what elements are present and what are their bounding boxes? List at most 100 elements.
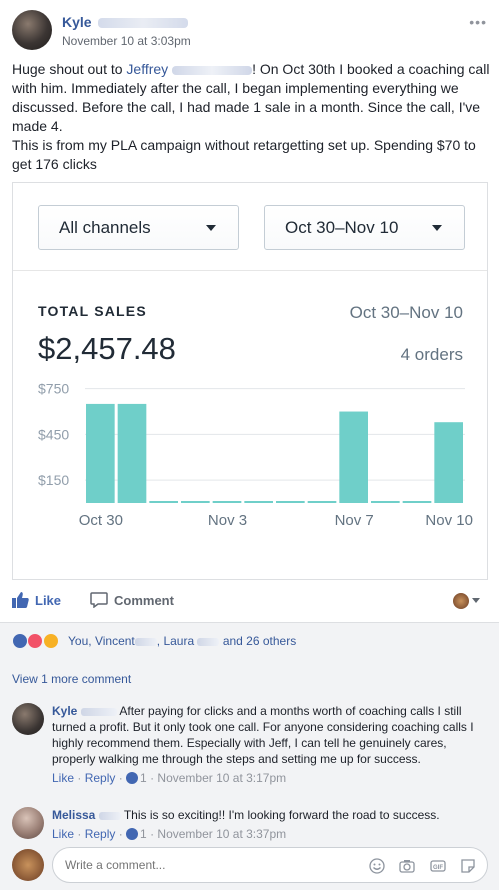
comment-text: After paying for clicks and a months wor… (52, 704, 474, 766)
thumbs-up-icon (12, 592, 29, 608)
redacted-name (134, 637, 157, 646)
comment-item: Kyle After paying for clicks and a month… (12, 703, 490, 803)
view-more-comments-link[interactable]: View 1 more comment (12, 672, 132, 686)
comment-input[interactable] (52, 847, 488, 883)
post-header: Kyle November 10 at 3:03pm ••• (12, 10, 487, 54)
x-tick-label: Nov 10 (425, 512, 473, 529)
x-tick-label: Nov 7 (335, 512, 374, 529)
post-timestamp[interactable]: November 10 at 3:03pm (62, 34, 191, 48)
redacted-name (97, 18, 188, 29)
comment-body: Kyle After paying for clicks and a month… (52, 703, 492, 786)
svg-text:GIF: GIF (433, 865, 443, 871)
comment-meta: Like · Reply · 1 · November 10 at 3:17pm (52, 771, 287, 785)
filter-bar: All channels Oct 30–Nov 10 (13, 183, 487, 271)
redacted-name (80, 707, 117, 716)
sales-bar-chart: $750 $450 $150 Oct 30 Nov 3 Nov 7 Nov 10 (13, 373, 489, 573)
bar-nov-1[interactable] (149, 501, 178, 503)
comment-like-link[interactable]: Like (52, 771, 75, 785)
like-count-icon (126, 828, 139, 840)
x-tick-label: Oct 30 (79, 512, 123, 529)
post-actions: Like Comment (12, 588, 488, 616)
reactions-prefix: You, Vincent (68, 634, 135, 648)
comment-label: Comment (114, 593, 174, 608)
mention-link[interactable]: Jeffrey (126, 61, 169, 77)
bar-nov-4[interactable] (244, 501, 273, 503)
total-sales-range: Oct 30–Nov 10 (349, 303, 463, 322)
like-label: Like (35, 593, 62, 608)
comment-text: This is so exciting!! I'm looking forwar… (123, 808, 440, 822)
orders-count: 4 orders (400, 345, 463, 364)
x-tick-label: Nov 3 (208, 512, 247, 529)
redacted-name (197, 637, 220, 646)
post-text-part: ! On Oct 30th I booked a coaching call w… (12, 61, 490, 134)
reactions-mid: Laura (163, 634, 195, 648)
date-range-select[interactable]: Oct 30–Nov 10 (264, 205, 465, 250)
y-tick-label: $150 (38, 472, 69, 488)
viewer-avatar (453, 592, 469, 609)
bar-nov-2[interactable] (181, 501, 210, 503)
bar-nov-6[interactable] (307, 501, 337, 503)
y-tick-label: $450 (38, 426, 69, 442)
channel-select-label: All channels (59, 218, 151, 237)
comment-composer: GIF (12, 847, 490, 883)
y-tick-label: $750 (38, 381, 69, 397)
date-range-label: Oct 30–Nov 10 (285, 218, 399, 237)
bar-nov-3[interactable] (212, 501, 242, 503)
comment-time[interactable]: November 10 at 3:37pm (157, 827, 287, 841)
composer-icons: GIF (359, 857, 476, 875)
like-count-icon (126, 772, 139, 784)
comment-like-link[interactable]: Like (52, 827, 75, 841)
comment-like-count[interactable]: 1 (140, 827, 147, 841)
comment-button[interactable]: Comment (90, 592, 174, 608)
bar-nov-8[interactable] (371, 501, 400, 503)
comment-reply-link[interactable]: Reply (84, 827, 116, 841)
reactions-text: You, Vincent, Laura and 26 others (68, 634, 297, 648)
camera-icon[interactable] (399, 858, 415, 874)
channel-select[interactable]: All channels (38, 205, 239, 250)
comment-time[interactable]: November 10 at 3:17pm (157, 771, 287, 785)
commenter-avatar[interactable] (12, 807, 44, 839)
bar-oct-31[interactable] (117, 403, 147, 503)
author-avatar[interactable] (12, 10, 52, 50)
composer-avatar (12, 849, 44, 881)
sales-report-image[interactable]: All channels Oct 30–Nov 10 TOTAL SALES O… (12, 182, 488, 580)
post-author-name[interactable]: Kyle (62, 14, 92, 30)
total-sales-label: TOTAL SALES (38, 303, 147, 319)
bar-nov-9[interactable] (402, 501, 432, 503)
comment-reply-link[interactable]: Reply (84, 771, 116, 785)
post-as-selector[interactable] (453, 592, 480, 610)
total-sales-value: $2,457.48 (38, 331, 176, 366)
like-button[interactable]: Like (12, 592, 61, 608)
reactions-suffix: and 26 others (222, 634, 297, 648)
comment-author[interactable]: Melissa (52, 808, 96, 822)
more-options-icon[interactable]: ••• (469, 14, 487, 30)
caret-down-icon (432, 225, 442, 231)
gif-icon[interactable]: GIF (429, 858, 446, 874)
commenter-avatar[interactable] (12, 703, 44, 735)
caret-down-icon (472, 598, 480, 604)
sticker-icon[interactable] (460, 858, 476, 874)
emoji-icon[interactable] (368, 858, 385, 874)
comment-item: Melissa This is so exciting!! I'm lookin… (12, 807, 490, 845)
love-reaction-icon (27, 633, 44, 649)
comments-area: You, Vincent, Laura and 26 others View 1… (0, 622, 499, 890)
reactions-summary[interactable]: You, Vincent, Laura and 26 others (12, 633, 296, 651)
chart-svg: $750 $450 $150 Oct 30 Nov 3 Nov 7 Nov 10 (38, 381, 473, 529)
bar-nov-10[interactable] (434, 422, 463, 503)
post-author[interactable]: Kyle (62, 14, 188, 30)
post-text-part: Huge shout out to (12, 61, 127, 77)
bar-oct-30[interactable] (86, 403, 115, 503)
comment-icon (90, 592, 108, 608)
post-text-part: This is from my PLA campaign without ret… (12, 137, 476, 172)
caret-down-icon (206, 225, 216, 231)
comment-like-count[interactable]: 1 (140, 771, 147, 785)
wow-reaction-icon (42, 633, 59, 649)
post-text: Huge shout out to Jeffrey ! On Oct 30th … (12, 60, 490, 174)
like-reaction-icon (12, 633, 28, 649)
comment-body: Melissa This is so exciting!! I'm lookin… (52, 807, 492, 842)
bar-nov-5[interactable] (276, 501, 305, 503)
comment-author[interactable]: Kyle (52, 704, 78, 718)
comment-meta: Like · Reply · 1 · November 10 at 3:37pm (52, 827, 287, 841)
bar-nov-7[interactable] (339, 411, 368, 503)
redacted-mention (172, 65, 253, 75)
